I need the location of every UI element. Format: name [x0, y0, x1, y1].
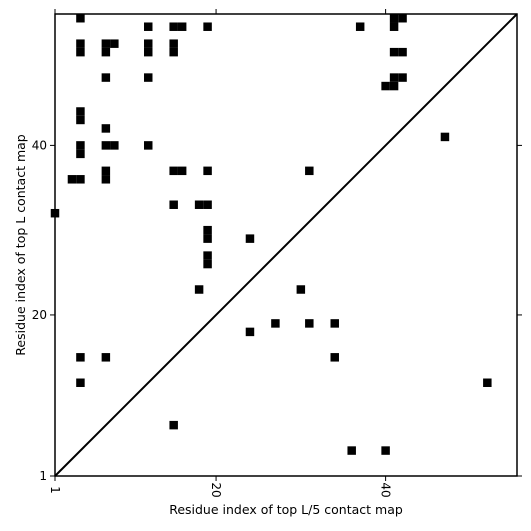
y-tick-label: 1 — [39, 469, 47, 483]
contact-cell — [194, 285, 204, 294]
contact-cell — [76, 149, 85, 159]
x-axis-label: Residue index of top L/5 contact map — [169, 502, 403, 517]
contact-cell — [355, 22, 365, 31]
contact-cell — [203, 200, 212, 209]
axis-ticks: 1 20 40 1 20 40 — [32, 9, 522, 498]
contact-cell — [110, 39, 119, 48]
x-tick-label: 1 — [48, 486, 62, 494]
contact-cell — [177, 22, 187, 31]
contact-cell — [398, 73, 407, 82]
contact-cell — [389, 81, 399, 91]
lower-triangle-contacts — [76, 285, 492, 455]
contact-cell — [101, 124, 111, 133]
contact-cell — [305, 166, 314, 176]
contact-cell — [101, 47, 111, 57]
x-tick-label: 20 — [209, 482, 223, 497]
y-axis-label: Residue index of top L contact map — [13, 134, 28, 355]
contact-cell — [169, 166, 178, 176]
contact-cell — [101, 353, 111, 362]
x-tick-label: 40 — [379, 482, 393, 497]
contact-cell — [76, 378, 85, 387]
contact-cell — [76, 115, 85, 125]
contact-cell — [144, 47, 153, 57]
contact-cell — [101, 166, 111, 176]
contact-cell — [440, 132, 450, 142]
contact-cell — [144, 73, 153, 82]
contact-cell — [169, 47, 178, 57]
contact-cell — [76, 14, 85, 23]
contact-cell — [76, 353, 85, 362]
contact-cell — [389, 47, 399, 57]
contact-cell — [203, 22, 212, 31]
contact-cell — [76, 47, 85, 57]
contact-cell — [347, 446, 356, 455]
diagonal-line — [54, 13, 518, 477]
contact-cell — [144, 141, 153, 150]
plot-area-frame — [54, 13, 518, 477]
contact-cell — [101, 39, 111, 48]
upper-triangle-contacts — [50, 14, 450, 294]
contact-cell — [67, 175, 77, 184]
contact-cell — [330, 319, 339, 328]
contact-cell — [398, 14, 407, 23]
contact-cell — [330, 353, 339, 362]
contact-cell — [381, 81, 390, 91]
contact-cell — [144, 39, 153, 48]
y-tick-label: 40 — [32, 138, 47, 152]
contact-cell — [169, 39, 178, 48]
contact-cell — [203, 259, 212, 269]
contact-cell — [169, 200, 178, 209]
contact-cell — [76, 39, 85, 48]
contact-cell — [389, 73, 399, 82]
contact-cell — [76, 141, 85, 150]
contact-cell — [177, 166, 187, 176]
contact-cell — [203, 225, 212, 235]
y-tick-label: 20 — [32, 308, 47, 322]
contact-cell — [101, 73, 111, 82]
contact-cell — [381, 446, 390, 455]
contact-cell — [76, 107, 85, 116]
contact-cell — [203, 251, 212, 260]
contact-cell — [194, 200, 204, 209]
contact-cell — [389, 14, 399, 23]
contact-cell — [169, 22, 178, 31]
contact-cell — [110, 141, 119, 150]
contact-cell — [296, 285, 306, 294]
contact-cell — [398, 47, 407, 57]
contact-cell — [305, 319, 314, 328]
contact-cell — [101, 141, 111, 150]
contact-cell — [271, 319, 280, 328]
contact-cell — [389, 22, 399, 31]
contact-cell — [144, 22, 153, 31]
contact-cell — [203, 166, 212, 176]
contact-cell — [203, 234, 212, 243]
contact-cell — [169, 420, 178, 430]
contact-cell — [245, 234, 255, 243]
contact-cell — [245, 327, 255, 337]
contact-cell — [101, 175, 111, 184]
contact-cell — [483, 378, 492, 387]
contact-cell — [76, 175, 85, 184]
